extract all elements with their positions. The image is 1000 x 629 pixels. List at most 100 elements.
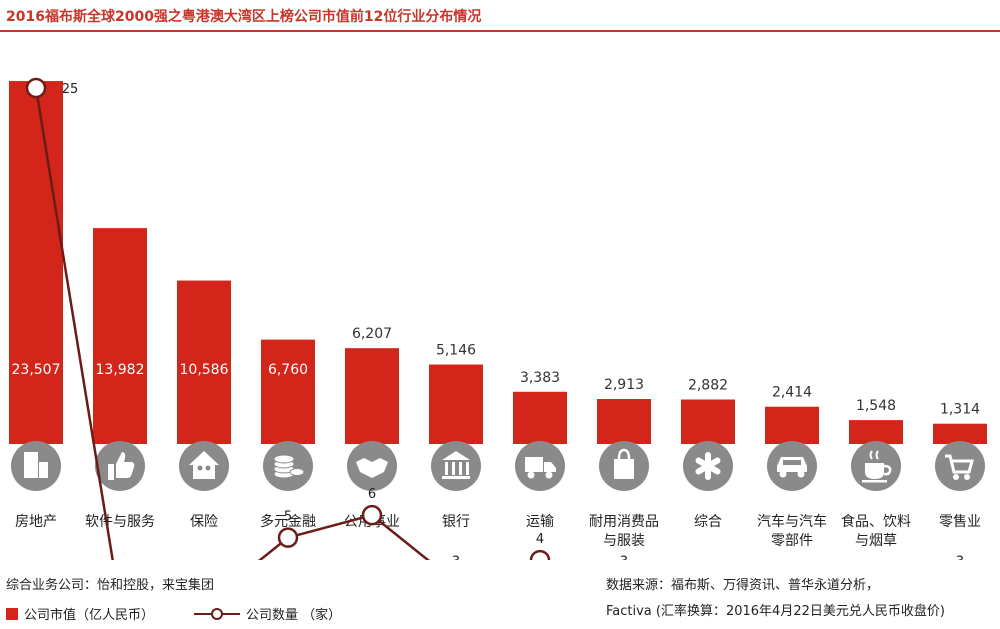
- chart-title: 2016福布斯全球2000强之粤港澳大湾区上榜公司市值前12位行业分布情况: [6, 9, 482, 25]
- bar-value-label-0: 23,507: [12, 362, 61, 378]
- category-label-11-0: 零售业: [939, 514, 981, 530]
- coins-icon: [263, 441, 313, 491]
- bar-value-label-5: 5,146: [436, 343, 476, 359]
- bar-value-label-8: 2,882: [688, 378, 728, 394]
- shape: [189, 451, 219, 479]
- category-label-10-0: 食品、饮料: [841, 513, 911, 530]
- bar-value-label-6: 3,383: [520, 370, 560, 386]
- bar-2: [177, 280, 231, 444]
- count-point-3: [277, 527, 299, 548]
- bar-0: [9, 81, 63, 445]
- asterisk-icon: [683, 441, 733, 491]
- category-label-7-0: 耐用消费品: [589, 514, 659, 530]
- bar-11: [933, 423, 987, 444]
- count-label-0: 25: [62, 82, 79, 97]
- shape: [466, 462, 469, 475]
- shape: [452, 462, 455, 475]
- truck-icon: [515, 441, 565, 491]
- bar-value-label-9: 2,414: [772, 385, 812, 401]
- count-label-6: 4: [536, 532, 544, 547]
- bar-6: [513, 391, 567, 444]
- bar-value-label-7: 2,913: [604, 377, 644, 393]
- legend-bar-swatch: [6, 607, 18, 620]
- count-line: [34, 87, 545, 560]
- bar-value-label-3: 6,760: [268, 362, 308, 378]
- source-note-line2: Factiva (汇率换算：2016年4月22日美元兑人民币收盘价): [606, 604, 945, 619]
- shopping-cart-icon: [935, 441, 985, 491]
- shape: [442, 476, 470, 479]
- family-house-icon: [179, 441, 229, 491]
- bar-10: [849, 420, 903, 444]
- legend-bar-label: 公司市值（亿人民币）: [24, 608, 155, 623]
- legend: 公司市值（亿人民币） 公司数量 （家）: [6, 604, 341, 623]
- shape: [614, 459, 634, 479]
- category-label-8-0: 综合: [694, 514, 722, 530]
- chart-svg: 23,507 13,982 10,586 6,760 6,207 5,146 3,383 2,…: [9, 77, 987, 560]
- shape: [544, 462, 556, 472]
- shape: [356, 458, 388, 478]
- thumbs-up-icon: [95, 441, 145, 491]
- shape: [445, 462, 448, 475]
- shape: [869, 450, 879, 460]
- count-point-4: [361, 504, 383, 526]
- bar-value-label-4: 6,207: [352, 326, 392, 342]
- legend-line-swatch: [194, 607, 241, 620]
- shape: [617, 448, 631, 460]
- category-label-1-0: 软件与服务: [85, 514, 155, 530]
- category-label-9-0: 汽车与汽车: [757, 513, 827, 530]
- shape: [883, 464, 892, 476]
- shape: [964, 474, 970, 480]
- category-label-2-0: 保险: [190, 514, 218, 530]
- shape: [797, 470, 805, 478]
- bar-value-label-2: 10,586: [180, 362, 229, 378]
- shape: [39, 462, 48, 478]
- icon-bg: [935, 441, 985, 491]
- composite-note: 综合业务公司：怡和控股，来宝集团: [6, 578, 215, 593]
- shape: [783, 460, 801, 465]
- count-label-3: 5: [284, 510, 292, 525]
- bank-icon: [431, 441, 481, 491]
- shape: [953, 474, 959, 480]
- shape: [24, 452, 38, 478]
- title-divider: [0, 30, 1000, 32]
- bar-value-label-1: 13,982: [96, 362, 145, 378]
- count-point-0: [25, 77, 47, 99]
- bar-9: [765, 406, 819, 444]
- bar-8: [681, 399, 735, 444]
- shape: [197, 465, 203, 471]
- shape: [527, 471, 535, 479]
- shape: [108, 452, 135, 480]
- shape: [289, 468, 305, 476]
- count-label-5: 3: [452, 555, 460, 560]
- legend-line-label: 公司数量 （家）: [246, 608, 342, 623]
- shape: [545, 471, 553, 479]
- shape: [459, 462, 462, 475]
- shape: [525, 457, 543, 472]
- shopping-bag-icon: [599, 441, 649, 491]
- shape: [442, 451, 470, 460]
- shape: [779, 470, 787, 478]
- bar-3: [261, 339, 315, 444]
- bar-7: [597, 399, 651, 444]
- category-label-5-0: 银行: [442, 514, 470, 530]
- category-label-9-1: 零部件: [771, 533, 813, 549]
- shape: [273, 454, 295, 464]
- building-icon: [11, 441, 61, 491]
- category-label-10-1: 与烟草: [855, 533, 897, 549]
- shape: [205, 465, 211, 471]
- shape: [695, 457, 721, 475]
- count-label-11: 3: [956, 555, 964, 560]
- category-label-7-1: 与服装: [603, 533, 645, 549]
- category-label-6-0: 运输: [526, 514, 554, 530]
- bar-5: [429, 364, 483, 444]
- shape: [865, 463, 884, 479]
- icon-bg: [431, 441, 481, 491]
- count-label-7: 3: [620, 555, 628, 560]
- bar-4: [345, 348, 399, 444]
- coffee-cup-icon: [851, 441, 901, 491]
- bar-value-label-10: 1,548: [856, 398, 896, 414]
- source-note-line1: 数据来源：福布斯、万得资讯、普华永道分析，: [606, 578, 880, 593]
- car-icon: [767, 441, 817, 491]
- count-point-6: [529, 549, 551, 560]
- bar-1: [93, 228, 147, 444]
